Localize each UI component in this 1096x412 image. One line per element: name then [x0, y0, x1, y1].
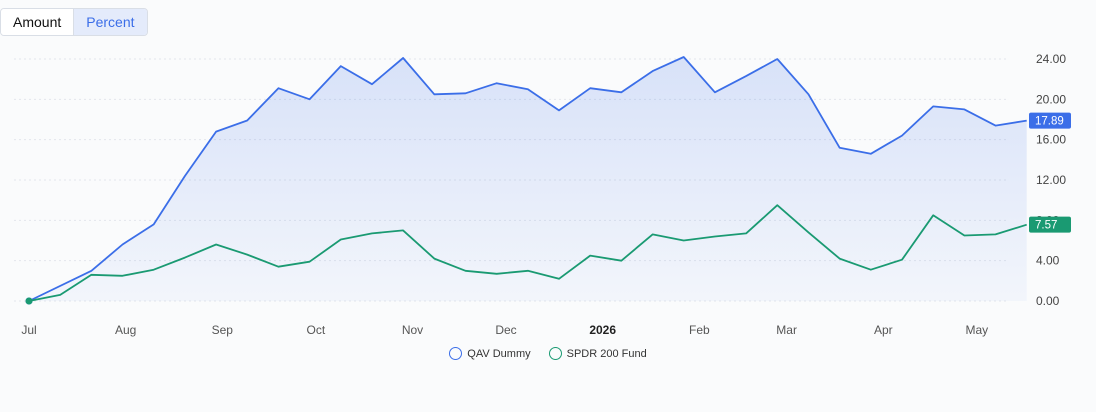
last-value-badge: 17.89	[1029, 112, 1071, 129]
y-tick-label: 12.00	[1036, 173, 1066, 187]
x-tick-label: Feb	[689, 323, 710, 337]
legend-circle-icon	[548, 347, 562, 360]
y-tick-label: 24.00	[1036, 52, 1066, 66]
x-tick-label: Dec	[495, 323, 516, 337]
badge-background	[1029, 112, 1071, 129]
series-line-0	[28, 56, 1027, 302]
legend-label: SPDR 200 Fund	[566, 347, 647, 360]
legend-item-qav[interactable]: QAV Dummy	[449, 347, 531, 360]
display-mode-toggle: Amount Percent	[0, 8, 148, 36]
chart-legend: QAV Dummy SPDR 200 Fund	[0, 347, 1096, 360]
last-value-badge: 7.57	[1029, 216, 1071, 233]
series-area-0	[29, 57, 1027, 301]
x-tick-label: Oct	[307, 323, 326, 337]
chart-lines	[25, 56, 1027, 305]
x-tick-label: Jul	[21, 323, 36, 337]
x-tick-label: Aug	[115, 323, 136, 337]
y-tick-label: 4.00	[1036, 254, 1060, 268]
chart-areas	[29, 57, 1027, 301]
y-tick-label: 20.00	[1036, 92, 1066, 106]
badge-label: 17.89	[1035, 116, 1064, 128]
percent-button[interactable]: Percent	[73, 9, 147, 35]
x-tick-label: May	[965, 323, 988, 337]
legend-label: QAV Dummy	[467, 347, 531, 360]
x-tick-label: Sep	[212, 323, 234, 337]
y-tick-label: 16.00	[1036, 133, 1066, 147]
badge-label: 7.57	[1035, 220, 1057, 232]
amount-button[interactable]: Amount	[1, 9, 74, 35]
x-tick-label: Mar	[776, 323, 797, 337]
series-line-1	[28, 204, 1027, 302]
x-axis: Jul Aug Sep Oct Nov Dec 2026 Feb Mar Apr May	[21, 323, 988, 337]
last-value-badges: 17.89 7.57	[1029, 112, 1071, 233]
legend-item-spdr[interactable]: SPDR 200 Fund	[548, 347, 647, 360]
badge-background	[1029, 216, 1071, 233]
y-tick-label: 0.00	[1036, 294, 1060, 308]
x-tick-label: Apr	[874, 323, 893, 337]
x-tick-label: Nov	[402, 323, 423, 337]
x-tick-label: 2026	[589, 323, 616, 337]
legend-circle-icon	[449, 347, 463, 360]
series-start-point	[25, 297, 33, 305]
